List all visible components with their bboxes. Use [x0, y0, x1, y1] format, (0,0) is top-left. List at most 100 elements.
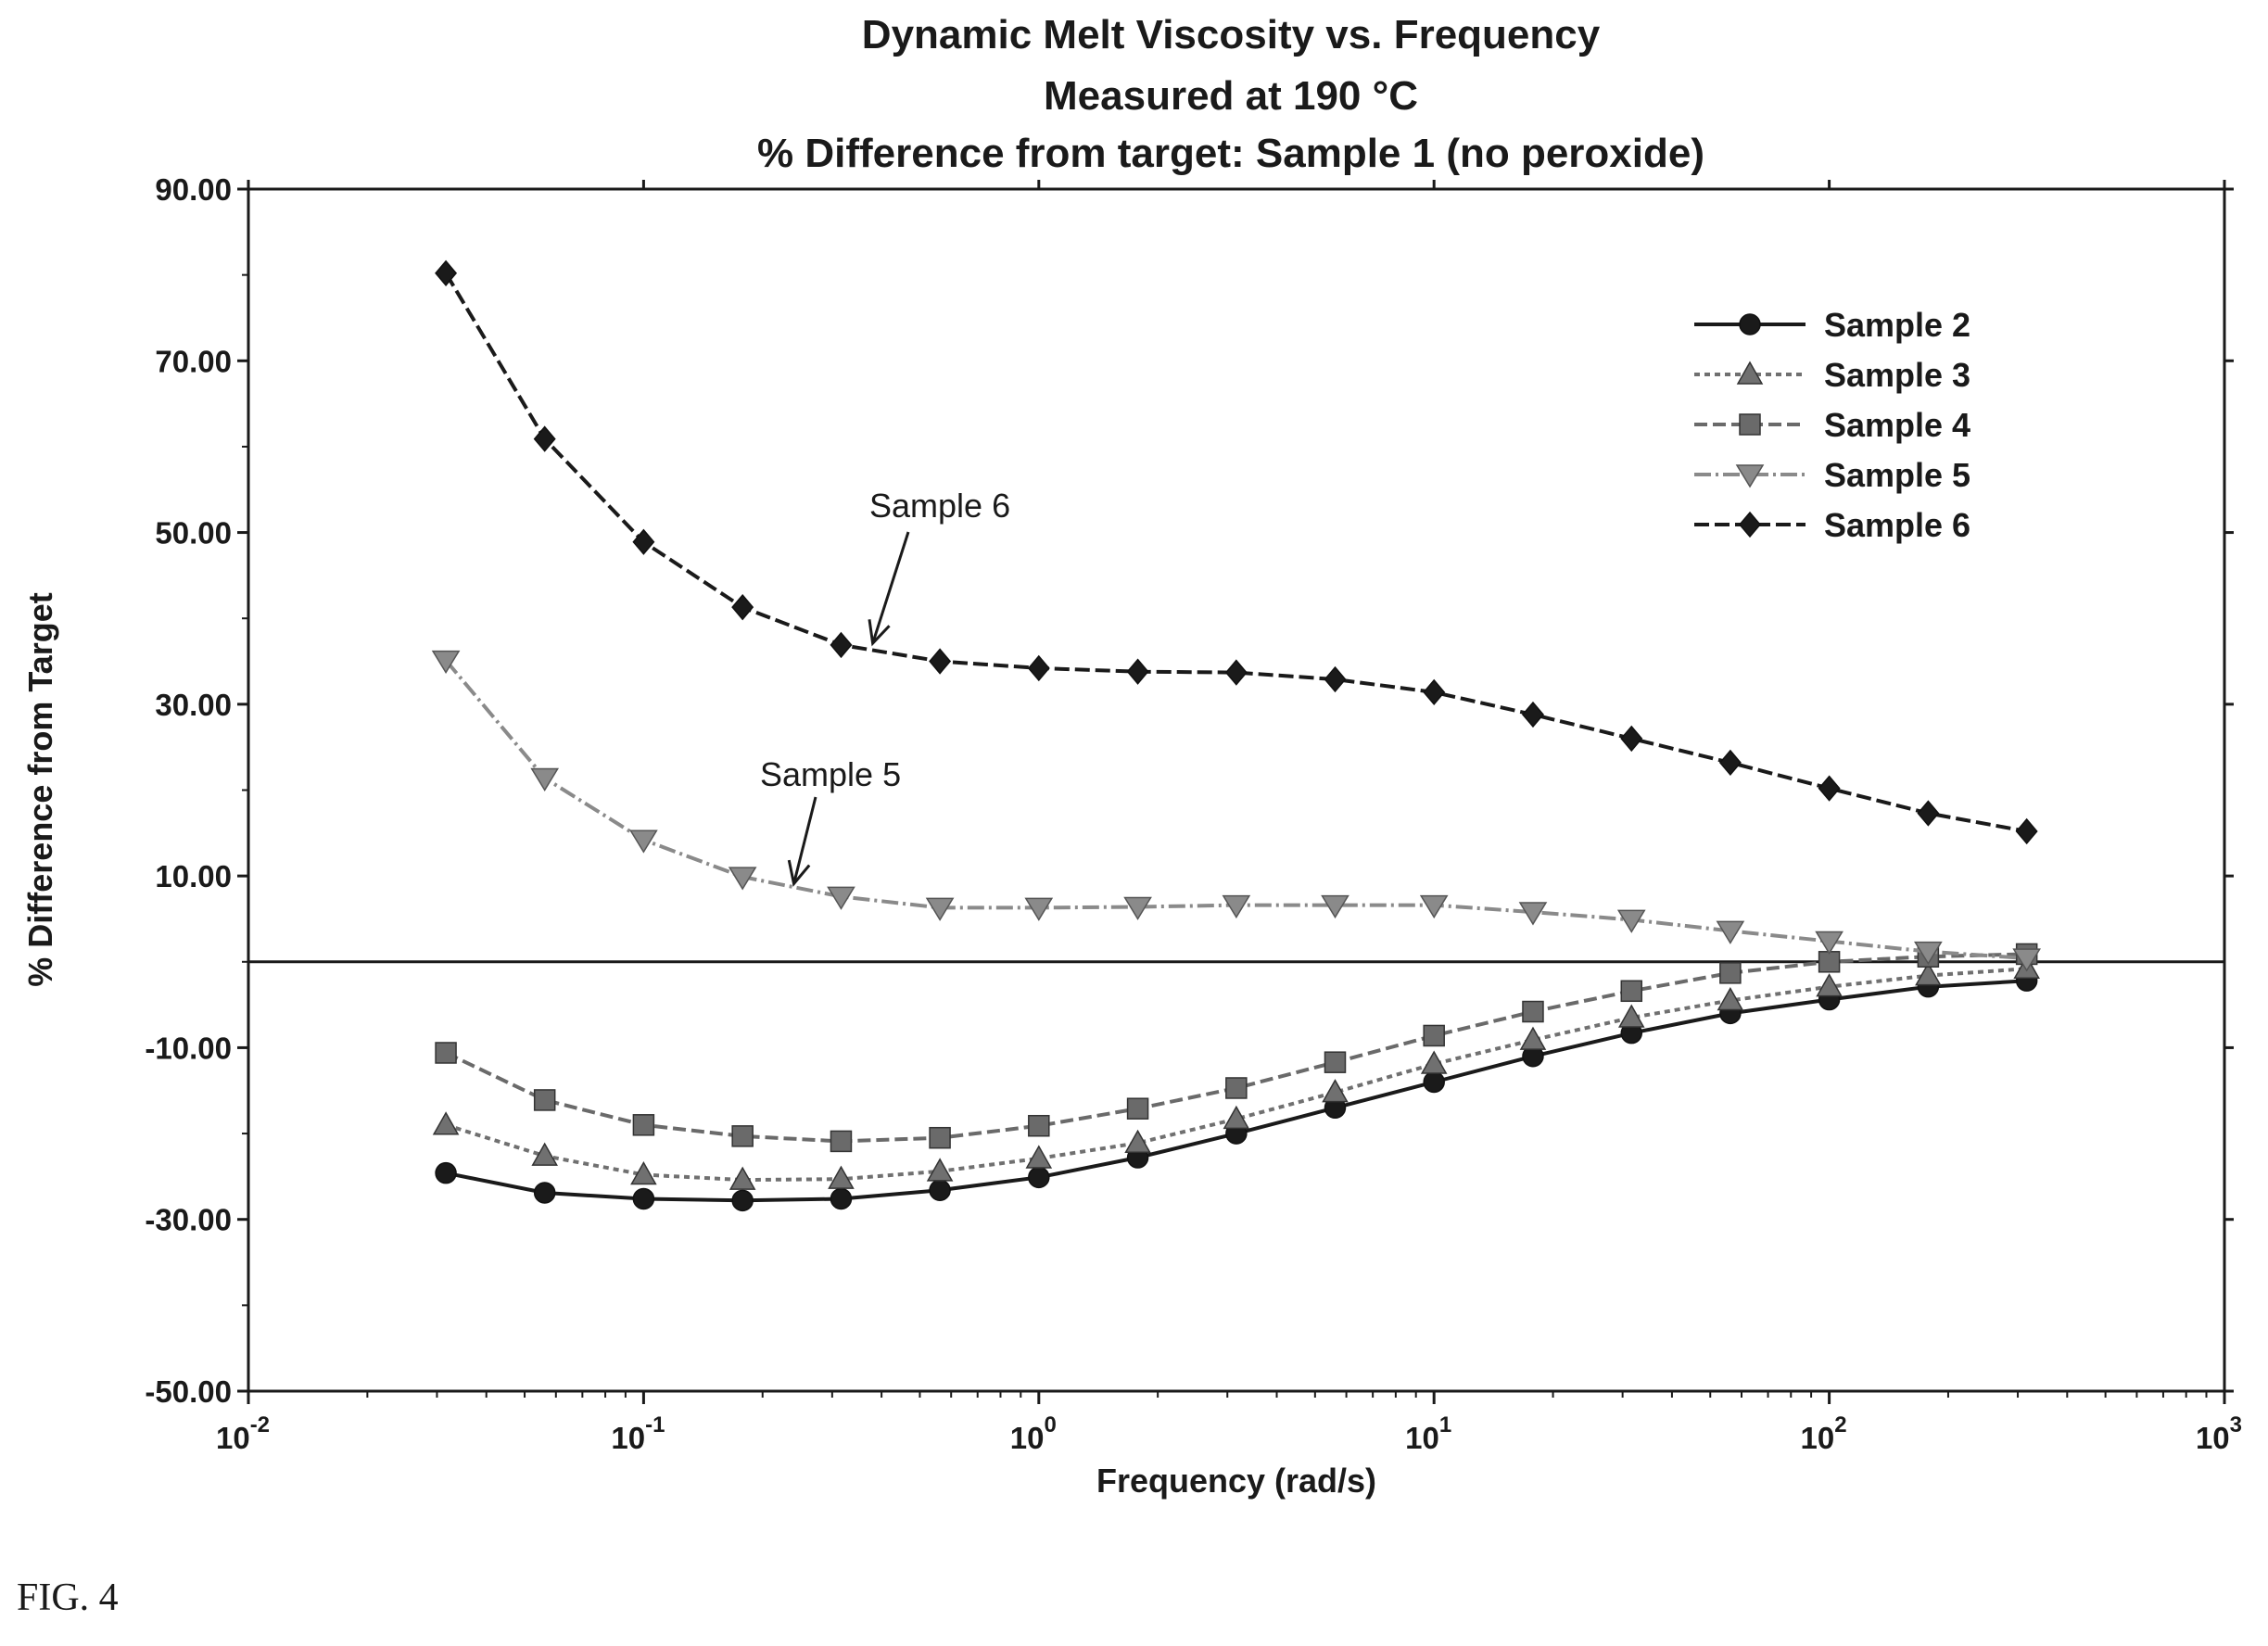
figure-label: FIG. 4	[17, 1576, 119, 1619]
data-point	[630, 1161, 657, 1185]
y-tick-label: 70.00	[155, 344, 232, 378]
legend-entry: Sample 4	[1694, 406, 1970, 444]
data-point	[830, 1187, 853, 1210]
data-point	[929, 648, 952, 675]
legend: Sample 2 Sample 3 Sample 4 Sample 5 Sample 6	[1694, 306, 1970, 544]
series-sample-6	[435, 260, 2038, 845]
data-point	[1818, 951, 1841, 973]
data-point	[432, 1111, 460, 1135]
legend-marker	[1735, 464, 1765, 488]
legend-marker	[1739, 511, 1761, 538]
data-point	[731, 1189, 754, 1212]
legend-marker	[1736, 361, 1764, 385]
data-point	[1223, 1105, 1250, 1130]
data-point	[1124, 1129, 1151, 1154]
data-point	[1420, 1050, 1448, 1074]
x-tick-label: 10-2	[216, 1412, 270, 1455]
data-point	[1024, 897, 1054, 921]
data-point	[1027, 654, 1050, 682]
x-tick-exponent: 1	[1439, 1412, 1451, 1437]
data-point	[1915, 962, 1942, 986]
data-point	[1717, 986, 1744, 1011]
data-point	[629, 829, 658, 854]
data-point	[830, 631, 853, 659]
data-point	[1423, 1024, 1445, 1047]
data-point	[925, 897, 955, 921]
data-point	[1617, 1004, 1645, 1028]
chart-title-line-1: Dynamic Melt Viscosity vs. Frequency	[862, 12, 1601, 57]
data-point	[632, 1114, 655, 1136]
legend-entry: Sample 2	[1694, 306, 1970, 344]
data-point	[530, 767, 560, 791]
data-point	[1028, 1166, 1050, 1189]
data-point	[1818, 775, 1841, 802]
data-point	[2015, 817, 2038, 845]
annotation: Sample 5	[760, 755, 901, 887]
legend-label: Sample 2	[1824, 306, 1970, 344]
data-point	[1616, 909, 1646, 933]
data-point	[1419, 894, 1449, 919]
y-tick-label: 10.00	[155, 859, 232, 893]
data-point	[533, 425, 556, 452]
data-point	[1521, 701, 1544, 728]
annotation-label: Sample 6	[869, 487, 1010, 525]
annotation-arrowhead	[868, 619, 891, 647]
data-point	[1914, 941, 1943, 966]
annotation-arrow	[871, 531, 910, 644]
data-point	[2012, 948, 2042, 972]
data-point	[1225, 1077, 1248, 1099]
data-point	[1519, 1026, 1547, 1050]
data-point	[728, 867, 757, 891]
data-point	[731, 594, 754, 621]
legend-entry: Sample 3	[1694, 356, 1970, 394]
data-point	[1322, 1079, 1349, 1103]
data-point	[435, 260, 458, 286]
data-point	[1917, 800, 1940, 827]
y-tick-label: 30.00	[155, 688, 232, 722]
data-point	[1518, 902, 1548, 926]
annotations-layer: Sample 6 Sample 5	[760, 487, 1010, 887]
data-point	[830, 1130, 853, 1153]
data-point	[632, 1187, 655, 1210]
data-point	[632, 528, 655, 555]
legend-marker	[1739, 313, 1761, 336]
data-point	[1718, 749, 1742, 777]
chart-title-line-3: % Difference from target: Sample 1 (no p…	[757, 131, 1704, 176]
data-point	[1522, 1000, 1544, 1023]
x-tick-label: 10-1	[611, 1412, 665, 1455]
data-point	[1126, 1097, 1149, 1120]
data-point	[1716, 920, 1745, 944]
data-point	[1620, 725, 1643, 753]
legend-label: Sample 6	[1824, 506, 1970, 544]
legend-label: Sample 5	[1824, 456, 1970, 494]
series-sample-5	[431, 650, 2042, 972]
data-point	[435, 1042, 457, 1064]
data-point	[926, 1158, 954, 1182]
y-tick-label: -10.00	[145, 1031, 232, 1065]
y-tick-label: -30.00	[145, 1203, 232, 1237]
data-point	[533, 1182, 556, 1204]
data-point	[435, 1161, 457, 1184]
data-point	[1123, 896, 1152, 920]
data-point	[1719, 962, 1742, 984]
data-point	[929, 1179, 951, 1201]
x-tick-label: 102	[1801, 1412, 1847, 1455]
legend-label: Sample 3	[1824, 356, 1970, 394]
x-tick-label: 100	[1010, 1412, 1057, 1455]
data-point	[731, 1125, 754, 1147]
data-point	[1423, 1070, 1445, 1094]
annotation-label: Sample 5	[760, 755, 901, 793]
data-point	[1423, 678, 1446, 706]
data-point	[1222, 894, 1251, 919]
x-tick-exponent: -2	[250, 1412, 270, 1437]
annotation: Sample 6	[868, 487, 1010, 647]
data-point	[531, 1142, 558, 1166]
data-point	[827, 886, 855, 910]
data-point	[431, 650, 461, 675]
x-axis-label: Frequency (rad/s)	[1096, 1462, 1376, 1500]
data-point	[1224, 659, 1248, 686]
x-tick-exponent: 3	[2230, 1412, 2242, 1437]
data-point	[1816, 973, 1843, 997]
